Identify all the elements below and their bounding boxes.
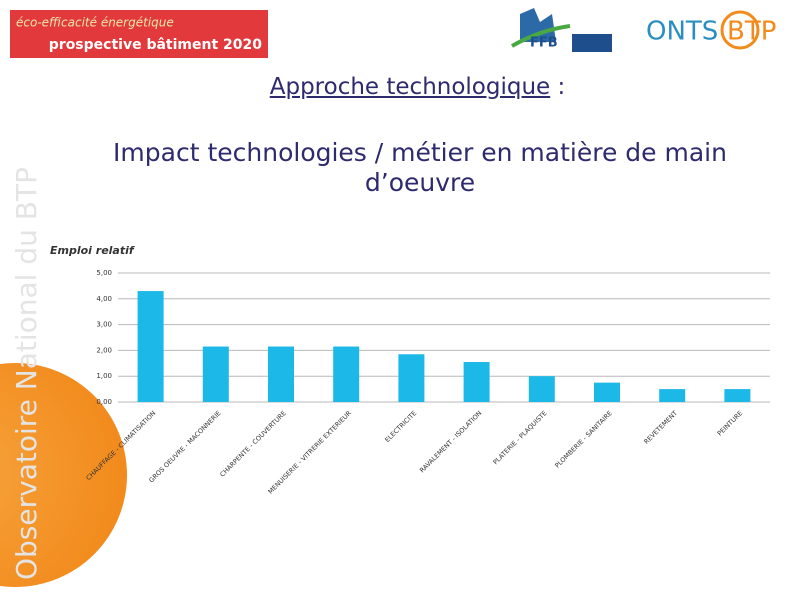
ffb-plate <box>572 34 612 52</box>
ffb-logo: FFB <box>530 36 558 51</box>
title-suffix: : <box>557 74 566 100</box>
y-tick-label: 5,00 <box>96 269 112 277</box>
logo-btp: BTP <box>727 17 776 47</box>
bar <box>202 346 229 402</box>
ffb-swoosh <box>511 24 571 48</box>
bar <box>724 389 751 402</box>
x-tick-label: REVETEMENT <box>642 409 679 446</box>
x-tick-label: PLOMBERIE - SANITAIRE <box>553 409 613 469</box>
y-tick-label: 2,00 <box>96 346 112 354</box>
x-tick-label: PLATERIE - PLAQUISTE <box>492 409 549 466</box>
bar <box>594 382 620 402</box>
x-tick-label: RAVALEMENT - ISOLATION <box>418 409 483 474</box>
logo-onts: ONTS <box>646 17 718 47</box>
badge-line2: prospective bâtiment 2020 <box>49 37 262 53</box>
bar <box>268 346 294 402</box>
logo-ring <box>720 10 760 50</box>
y-tick-label: 3,00 <box>96 321 112 329</box>
bar <box>528 376 555 402</box>
y-axis-label: Emploi relatif <box>50 244 135 257</box>
sidebar-text: Observatoire National du BTP <box>10 167 43 580</box>
chart-title: Approche technologique <box>269 74 551 100</box>
decor-circle <box>0 363 127 587</box>
chart-subtitle: Impact technologies / métier en matière … <box>113 138 727 197</box>
bar <box>333 346 360 402</box>
x-tick-label: PEINTURE <box>716 409 744 437</box>
badge <box>10 10 268 58</box>
title-block: Approche technologique : <box>0 74 800 100</box>
bar <box>398 354 425 402</box>
ffb-building <box>520 8 556 42</box>
bar <box>463 362 490 402</box>
badge-line1: éco-efficacité énergétique <box>16 16 174 30</box>
bar <box>659 389 686 402</box>
bar <box>137 291 164 402</box>
y-tick-label: 1,00 <box>96 372 112 380</box>
y-tick-label: 0,00 <box>96 398 112 406</box>
x-tick-label: ELECTRICITE <box>383 409 418 444</box>
x-tick-label: GROS OEUVRE - MACONNERIE <box>147 409 222 484</box>
y-tick-label: 4,00 <box>96 295 112 303</box>
x-tick-label: CHARPENTE - COUVERTURE <box>218 409 287 478</box>
